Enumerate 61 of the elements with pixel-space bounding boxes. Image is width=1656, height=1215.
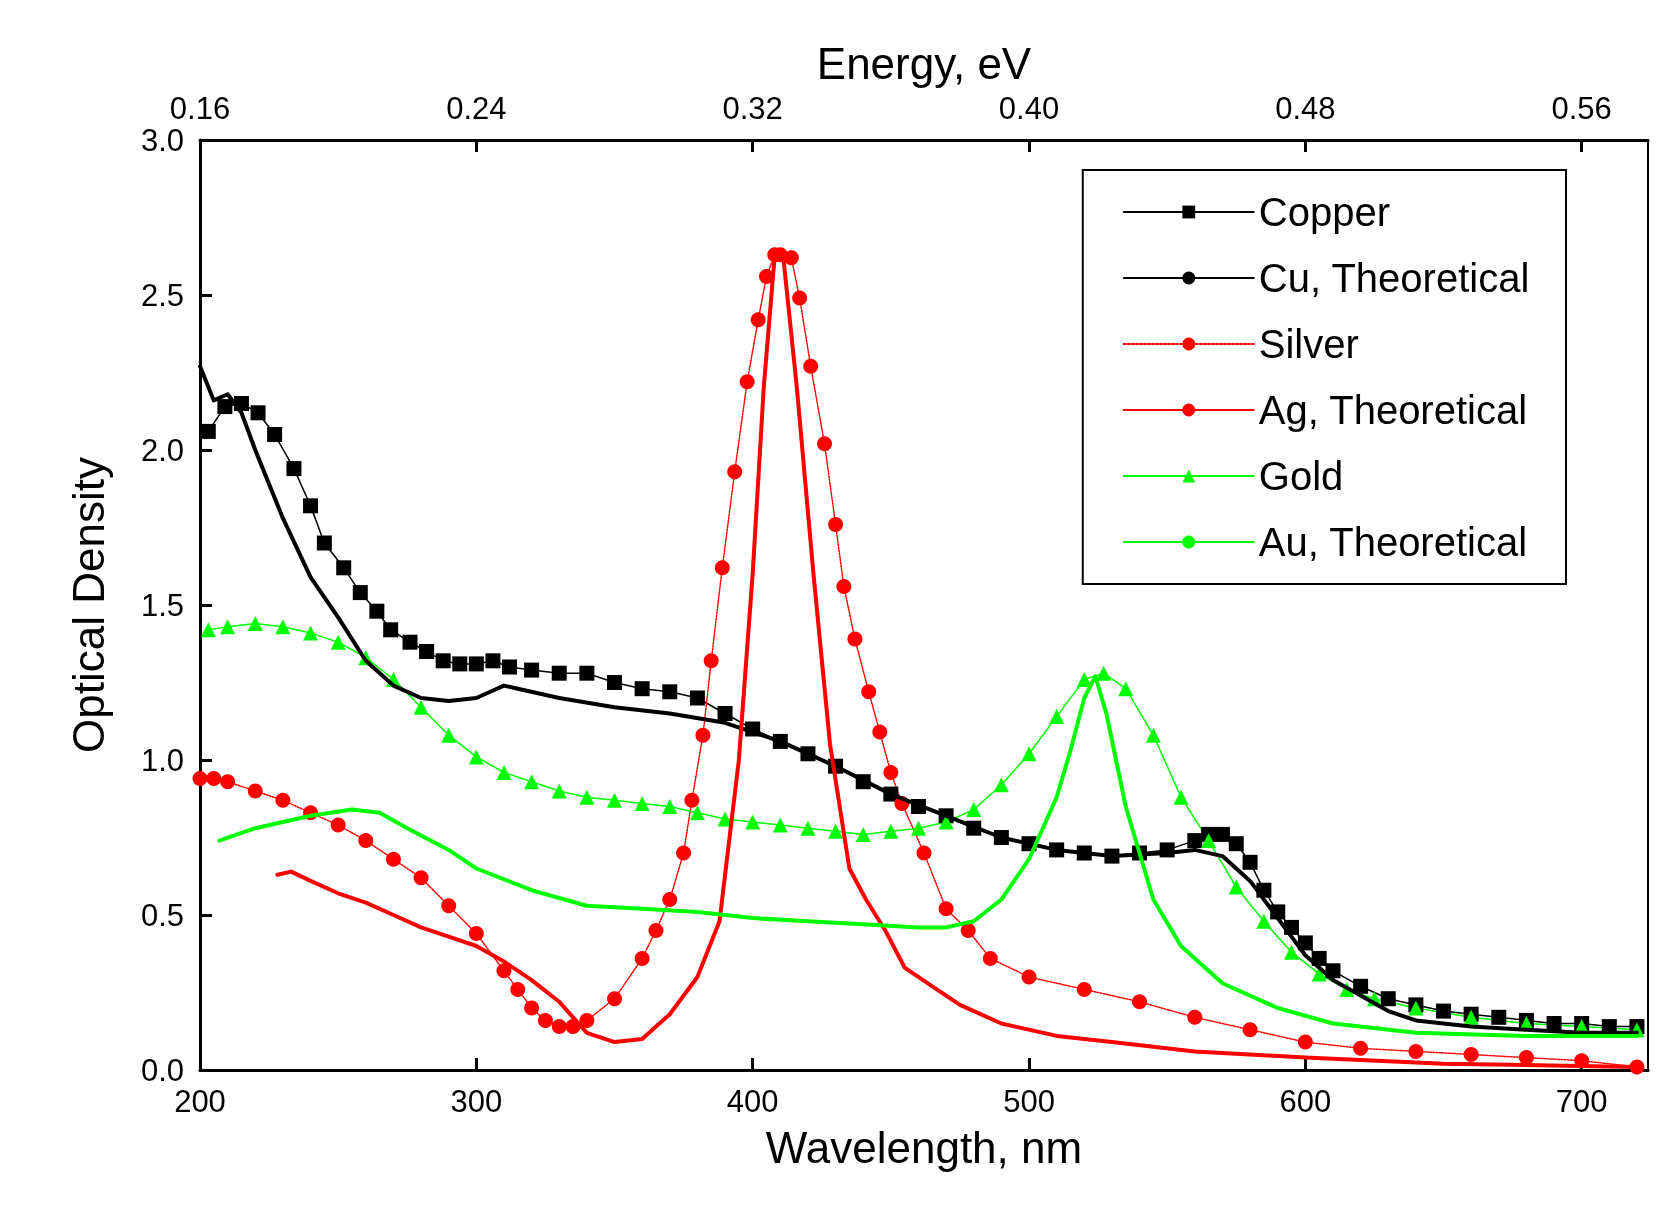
point: [200, 622, 216, 638]
x2-tick-label: 0.32: [722, 91, 783, 126]
point: [1256, 913, 1272, 929]
point: [1173, 789, 1189, 805]
legend-label: Copper: [1258, 190, 1390, 234]
point: [247, 616, 263, 632]
x-tick-label: 300: [450, 1084, 503, 1119]
x-tick-label: 700: [1555, 1084, 1608, 1119]
x-axis-title: Wavelength, nm: [765, 1122, 1083, 1172]
point: [993, 777, 1009, 793]
y-tick-label: 1.0: [140, 742, 184, 778]
y-tick-label: 0.5: [140, 897, 184, 933]
point: [689, 805, 705, 821]
x2-tick-label: 0.24: [446, 91, 507, 126]
point: [330, 634, 346, 650]
point: [634, 795, 650, 811]
point: [1076, 671, 1092, 687]
point: [1021, 746, 1037, 762]
x2-tick-label: 0.40: [998, 91, 1060, 126]
point: [496, 764, 512, 780]
y-tick-label: 1.5: [140, 587, 184, 623]
point: [275, 619, 291, 635]
legend-label: Ag, Theoretical: [1258, 388, 1528, 432]
point: [883, 823, 899, 839]
point: [1049, 709, 1065, 725]
y-axis-title: Optical Density: [63, 457, 113, 753]
point: [966, 802, 982, 818]
point: [579, 789, 595, 805]
x2-tick-label: 0.56: [1551, 91, 1612, 126]
point: [800, 820, 816, 836]
point: [910, 820, 926, 836]
point: [855, 826, 871, 842]
point: [441, 727, 457, 743]
legend-label: Au, Theoretical: [1258, 520, 1528, 564]
x2-tick-label: 0.48: [1275, 91, 1336, 126]
point: [1096, 665, 1112, 681]
x2-axis-title: Energy, eV: [816, 38, 1032, 88]
legend-label: Silver: [1258, 322, 1359, 366]
point: [524, 774, 540, 790]
point: [662, 799, 678, 814]
point: [468, 749, 484, 765]
point: [745, 814, 761, 830]
legend-label: Gold: [1258, 454, 1344, 498]
point: [1228, 879, 1244, 895]
x-tick-label: 500: [1003, 1084, 1055, 1119]
point: [1201, 833, 1217, 849]
x-tick-label: 600: [1279, 1084, 1332, 1119]
point: [413, 699, 429, 715]
point: [220, 619, 236, 635]
point: [303, 625, 319, 641]
legend-label: Cu, Theoretical: [1258, 256, 1530, 300]
point: [1118, 681, 1134, 697]
point: [772, 817, 788, 833]
point: [1145, 727, 1161, 743]
point: [551, 783, 567, 799]
point: [607, 792, 622, 808]
point: [828, 823, 844, 839]
y-tick-label: 2.0: [140, 432, 184, 468]
y-tick-label: 2.5: [140, 277, 184, 313]
x-tick-label: 400: [726, 1084, 779, 1119]
point: [1284, 944, 1300, 960]
